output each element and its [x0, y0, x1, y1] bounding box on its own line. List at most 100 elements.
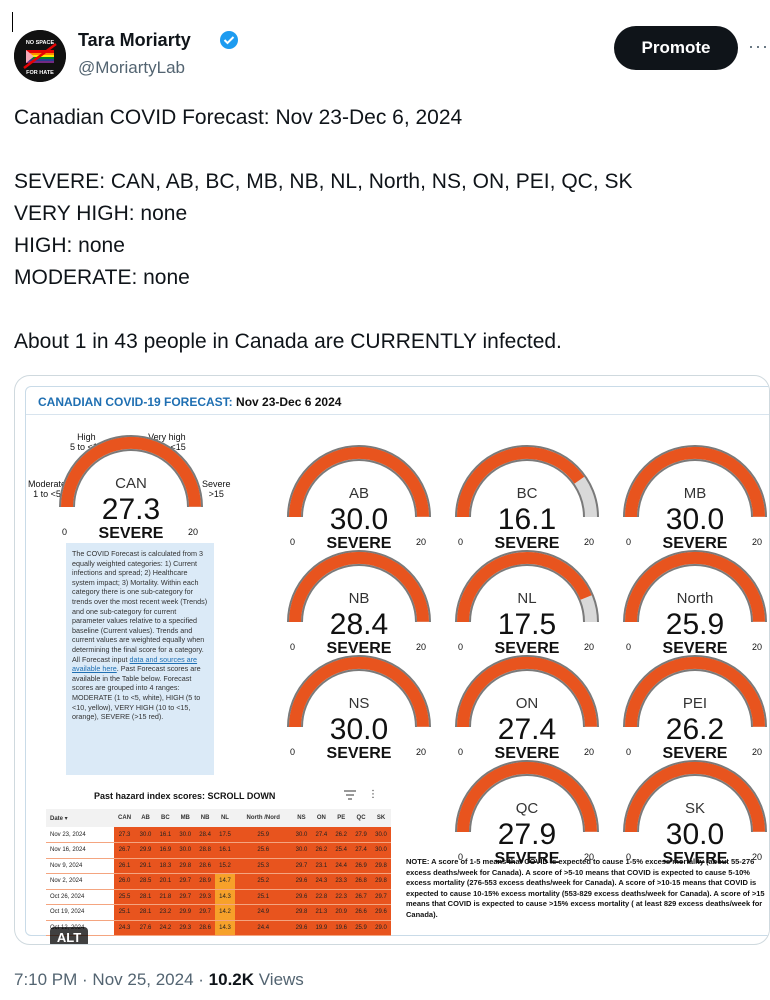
- avatar[interactable]: NO SPACE FOR HATE: [14, 30, 66, 82]
- table-cell: 29.0: [370, 920, 391, 936]
- gauge-qc: QC 27.9 SEVERE 0 20: [452, 752, 602, 867]
- table-cell: 29.6: [291, 873, 312, 890]
- gauge-value: 16.1: [497, 503, 557, 536]
- table-cell: 29.3: [195, 889, 216, 905]
- gauge-value: 30.0: [665, 818, 725, 851]
- table-cell: 28.1: [135, 904, 156, 921]
- table-cell: 29.7: [370, 889, 391, 905]
- gauge-max: 20: [188, 527, 199, 537]
- note-text: NOTE: A score of 1-5 means that COVID is…: [406, 857, 765, 919]
- tweet-time[interactable]: 7:10 PM: [14, 970, 78, 989]
- table-row: Oct 12, 202424.327.624.229.328.614.324.4…: [46, 920, 391, 936]
- table-cell: 25.9: [351, 920, 371, 936]
- table-cell: 26.7: [351, 889, 371, 905]
- gauge-min: 0: [290, 642, 296, 652]
- table-cell: 29.6: [291, 889, 312, 905]
- gauge-fill: [457, 447, 585, 518]
- gauge-level: SEVERE: [494, 535, 560, 552]
- table-cell: 29.8: [291, 904, 312, 921]
- table-title: Past hazard index scores: SCROLL DOWN: [94, 791, 276, 801]
- table-cell: 16.9: [155, 842, 176, 859]
- tweet-line: SEVERE: CAN, AB, BC, MB, NB, NL, North, …: [14, 170, 633, 193]
- scores-table: Date ▾ CAN AB BC MB NB NL North /Nord NS ON PE QC SK…: [46, 809, 391, 936]
- table-cell: 27.4: [311, 827, 332, 843]
- table-header-cell: BC: [155, 809, 176, 827]
- table-cell: Nov 23, 2024: [46, 827, 114, 843]
- table-menu-icon[interactable]: ⋮: [368, 789, 378, 800]
- gauge-region: SK: [684, 800, 705, 817]
- table-cell: 23.1: [311, 858, 332, 874]
- gauge-min: 0: [626, 642, 632, 652]
- gauge-value: 17.5: [497, 608, 557, 641]
- gauge-value: 30.0: [329, 713, 389, 746]
- gauge-level: SEVERE: [662, 850, 728, 867]
- gauge-mb: MB 30.0 SEVERE 0 20: [620, 437, 769, 552]
- gauge-max: 20: [752, 642, 763, 652]
- gauge-level: SEVERE: [326, 535, 392, 552]
- table-row: Nov 9, 2024 26.1 29.1 18.3 29.8 28.6 15.2 25.3 2…: [46, 858, 391, 874]
- gauge-min: 0: [626, 852, 632, 862]
- gauge-level: SEVERE: [494, 745, 560, 762]
- table-cell: 27.4: [351, 842, 371, 859]
- gauge-region: QC: [515, 800, 539, 817]
- table-cell: 27.3: [113, 827, 136, 843]
- alt-text-badge[interactable]: ALT: [50, 927, 88, 944]
- gauge-value: 27.4: [497, 713, 557, 746]
- table-cell: 26.1: [113, 858, 136, 874]
- tweet-line: MODERATE: none: [14, 266, 190, 289]
- table-cell: 29.7: [175, 873, 196, 890]
- table-cell: 24.9: [234, 904, 292, 921]
- tweet-date[interactable]: Nov 25, 2024: [92, 970, 194, 989]
- table-cell: 30.0: [175, 842, 196, 859]
- info-box: The COVID Forecast is calculated from 3 …: [66, 543, 214, 775]
- gauge-ab: AB 30.0 SEVERE 0 20: [284, 437, 434, 552]
- gauge-arc: [455, 550, 599, 623]
- table-cell: 16.1: [155, 827, 176, 843]
- promote-button[interactable]: Promote: [614, 26, 738, 70]
- data-sources-link[interactable]: data and sources are available here: [72, 654, 198, 674]
- table-cell: 30.0: [135, 827, 156, 843]
- gauge-level: SEVERE: [326, 640, 392, 657]
- table-header-cell: North /Nord: [234, 809, 292, 827]
- label-moderate: Moderate 1 to <5: [28, 479, 67, 499]
- gauge-max: 20: [752, 852, 763, 862]
- gauge-fill: [289, 446, 429, 518]
- table-cell: 30.0: [370, 827, 391, 843]
- filter-icon[interactable]: [344, 790, 356, 800]
- table-cell: Oct 19, 2024: [46, 904, 114, 921]
- gauge-value: 25.9: [665, 608, 725, 641]
- table-cell: Nov 16, 2024: [46, 842, 114, 859]
- user-handle[interactable]: @MoriartyLab: [78, 58, 186, 77]
- tweet-header: NO SPACE FOR HATE Tara Moriarty @Moriart…: [14, 26, 768, 86]
- gauge-value: 28.4: [329, 608, 389, 641]
- gauge-sk: SK 30.0 SEVERE 0 20: [620, 752, 769, 867]
- table-cell: 24.4: [234, 920, 292, 936]
- table-cell: 20.9: [331, 904, 352, 921]
- more-options-icon[interactable]: ···: [748, 36, 769, 56]
- table-row: Nov 16, 2024 26.7 29.9 16.9 30.0 28.8 16.1 25.6…: [46, 842, 391, 859]
- gauge-level: SEVERE: [662, 640, 728, 657]
- table-header-cell[interactable]: Date ▾: [46, 809, 114, 827]
- tweet-footer: 7:10 PM · Nov 25, 2024 · 10.2K Views: [14, 970, 304, 989]
- table-cell: 27.9: [351, 827, 371, 843]
- tweet-image[interactable]: CANADIAN COVID-19 FORECAST: Nov 23-Dec 6…: [14, 375, 770, 945]
- tweet-line: Canadian COVID Forecast: Nov 23-Dec 6, 2…: [14, 106, 463, 129]
- table-cell: 29.8: [370, 873, 391, 890]
- views-count: 10.2K: [208, 970, 255, 989]
- gauge-arc: [287, 550, 431, 623]
- gauge-level: SEVERE: [326, 745, 392, 762]
- user-name[interactable]: Tara Moriarty: [78, 30, 191, 50]
- gauge-max: 20: [416, 537, 427, 547]
- table-header-cell: NB: [195, 809, 216, 827]
- gauge-min: 0: [290, 537, 296, 547]
- table-cell: 17.5: [215, 827, 235, 843]
- gauge-level: SEVERE: [494, 850, 560, 867]
- gauge-level: SEVERE: [494, 640, 560, 657]
- table-cell: 28.6: [195, 858, 216, 874]
- table-cell: 14.2: [215, 904, 235, 921]
- gauge-can: CAN 27.3 SEVERE 0 20: [56, 427, 206, 542]
- table-header-cell: PE: [331, 809, 352, 827]
- gauge-region: BC: [516, 485, 538, 502]
- gauge-region: NL: [517, 590, 537, 607]
- gauge-region: CAN: [115, 475, 147, 492]
